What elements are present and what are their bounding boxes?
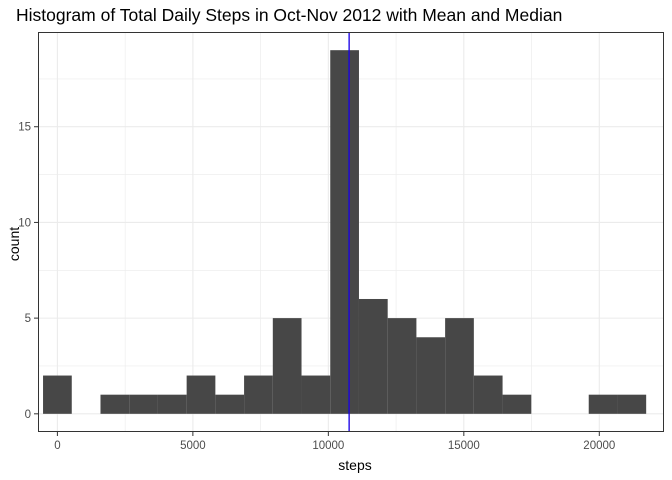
histogram-bar bbox=[272, 318, 302, 414]
x-axis-title: steps bbox=[338, 457, 371, 473]
x-axis-ticks: 0 5000 10000 15000 20000 bbox=[54, 432, 615, 452]
histogram-bar bbox=[244, 375, 273, 414]
histogram-bar bbox=[387, 318, 417, 414]
y-tick-label: 5 bbox=[25, 313, 31, 325]
histogram-bar bbox=[473, 375, 503, 414]
histogram-bar bbox=[43, 375, 72, 414]
y-tick-label: 10 bbox=[18, 217, 31, 229]
x-tick-label: 0 bbox=[54, 440, 60, 452]
histogram-bar bbox=[445, 318, 474, 414]
histogram-bar bbox=[129, 394, 158, 414]
y-axis-title: count bbox=[6, 227, 22, 261]
histogram-bar bbox=[502, 394, 532, 414]
y-axis-ticks: 0 5 10 15 bbox=[18, 122, 38, 421]
y-tick-label: 0 bbox=[25, 409, 31, 421]
histogram-bar bbox=[588, 394, 618, 414]
chart-title: Histogram of Total Daily Steps in Oct-No… bbox=[16, 5, 562, 25]
panel-border bbox=[38, 32, 664, 432]
histogram-bars bbox=[43, 50, 647, 414]
histogram-bar bbox=[416, 337, 446, 414]
histogram-bar bbox=[100, 394, 130, 414]
x-tick-label: 15000 bbox=[448, 440, 480, 452]
y-tick-label: 15 bbox=[18, 122, 31, 134]
x-tick-label: 10000 bbox=[312, 440, 344, 452]
histogram-bar bbox=[186, 375, 216, 414]
histogram-bar bbox=[301, 375, 331, 414]
x-tick-label: 20000 bbox=[583, 440, 615, 452]
histogram-bar bbox=[358, 298, 388, 414]
histogram-bar bbox=[215, 394, 245, 414]
histogram-bar bbox=[157, 394, 187, 414]
x-tick-label: 5000 bbox=[180, 440, 206, 452]
histogram-bar bbox=[330, 50, 359, 414]
histogram-bar bbox=[617, 394, 647, 414]
